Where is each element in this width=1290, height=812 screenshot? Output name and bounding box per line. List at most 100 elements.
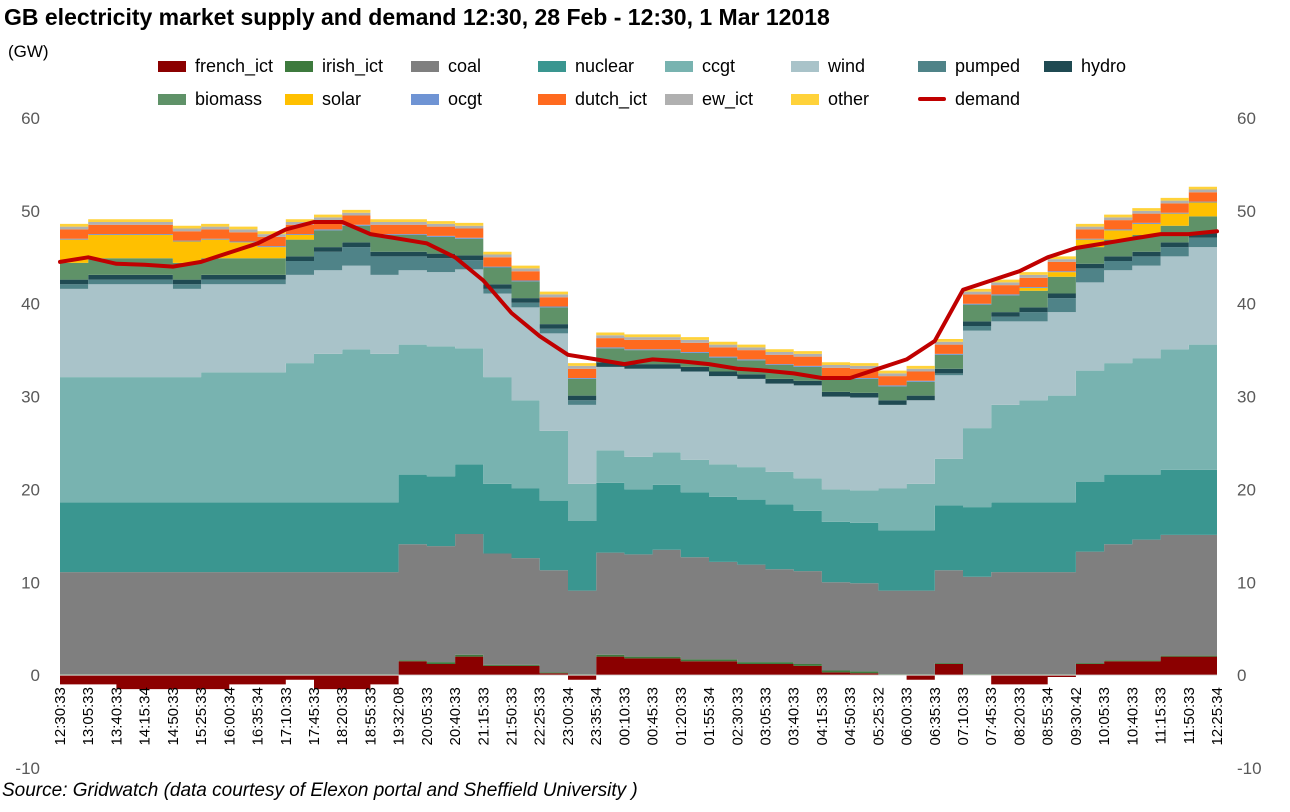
y-tick-right: 30	[1237, 388, 1256, 407]
legend-item-hydro: hydro	[1044, 55, 1126, 77]
series-ocgt-area	[60, 201, 1217, 387]
series-nuclear-area	[60, 464, 1217, 591]
x-tick-label: 22:25:33	[532, 687, 549, 745]
legend-swatch-biomass	[158, 93, 186, 105]
y-tick-right: -10	[1237, 759, 1262, 778]
y-tick-right: 60	[1237, 109, 1256, 128]
legend-swatch-hydro	[1044, 60, 1072, 72]
legend-swatch-solar	[285, 93, 313, 105]
legend-item-ccgt: ccgt	[665, 55, 735, 77]
legend-label-hydro: hydro	[1081, 55, 1127, 76]
y-tick-right: 20	[1237, 480, 1256, 499]
legend: french_ict irish_ict coal nuclear ccgt w…	[158, 55, 1138, 117]
legend-label-irish-ict: irish_ict	[322, 55, 384, 76]
y-tick-left: -10	[15, 759, 40, 778]
x-tick-label: 15:25:33	[193, 687, 210, 745]
legend-swatch-nuclear	[538, 60, 566, 72]
legend-label-nuclear: nuclear	[575, 55, 635, 76]
negative-stack-layer	[60, 675, 1217, 690]
x-tick-label: 09:30:42	[1068, 687, 1085, 745]
legend-item-coal: coal	[411, 55, 481, 77]
x-tick-label: 02:30:33	[729, 687, 746, 745]
legend-swatch-ccgt	[665, 60, 693, 72]
legend-swatch-pumped	[918, 60, 946, 72]
legend-label-ocgt: ocgt	[448, 88, 483, 109]
legend-label-wind: wind	[828, 55, 866, 76]
x-tick-label: 06:35:33	[927, 687, 944, 745]
legend-swatch-irish-ict	[285, 60, 313, 72]
x-tick-label: 11:15:33	[1153, 687, 1170, 744]
y-tick-left: 0	[31, 666, 40, 685]
legend-item-irish-ict: irish_ict	[285, 55, 383, 77]
demand-line-layer	[58, 220, 1219, 380]
chart-title: GB electricity market supply and demand …	[4, 4, 830, 30]
y-tick-right: 0	[1237, 666, 1246, 685]
x-tick-label: 12:25:34	[1209, 687, 1226, 745]
legend-item-dutch-ict: dutch_ict	[538, 88, 647, 110]
legend-label-demand: demand	[955, 88, 1021, 109]
x-tick-label: 10:40:33	[1124, 687, 1141, 745]
legend-label-french-ict: french_ict	[195, 55, 274, 76]
x-tick-label: 20:05:33	[419, 687, 436, 745]
series-ccgt-area	[60, 344, 1217, 531]
x-tick-label: 21:15:33	[475, 687, 492, 745]
x-tick-label: 07:45:33	[983, 687, 1000, 745]
x-tick-label: 00:45:33	[645, 687, 662, 745]
legend-label-ccgt: ccgt	[702, 55, 736, 76]
y-tick-left: 10	[21, 573, 40, 592]
legend-item-other: other	[791, 88, 869, 110]
series-french-ict-area	[60, 656, 1217, 676]
series-demand-line	[58, 220, 1219, 380]
x-tick-label: 14:15:34	[137, 687, 154, 745]
y-tick-left: 60	[21, 109, 40, 128]
legend-swatch-wind	[791, 60, 819, 72]
x-tick-label: 01:55:34	[701, 687, 718, 745]
legend-line-demand	[918, 97, 946, 101]
y-tick-right: 10	[1237, 573, 1256, 592]
x-tick-label: 00:10:33	[616, 687, 633, 745]
y-tick-left: 20	[21, 480, 40, 499]
x-tick-label: 19:32:08	[391, 687, 408, 745]
legend-swatch-other	[791, 93, 819, 105]
x-tick-label: 04:50:33	[842, 687, 859, 745]
legend-label-biomass: biomass	[195, 88, 263, 109]
legend-label-other: other	[828, 88, 870, 109]
x-tick-label: 08:20:33	[1012, 687, 1029, 745]
x-tick-label: 18:55:33	[362, 687, 379, 745]
y-tick-right: 50	[1237, 202, 1256, 221]
axes-layer: -10 -10 0 0 10 10 20 20 30 30 40 40 50 50 60 60 12:30:33…	[15, 109, 1261, 778]
x-tick-label: 23:00:34	[560, 687, 577, 745]
y-axis-unit: (GW)	[8, 42, 49, 61]
x-tick-label: 20:40:33	[447, 687, 464, 745]
x-tick-label: 06:00:33	[899, 687, 916, 745]
series-ew-ict-area	[60, 189, 1217, 377]
legend-label-solar: solar	[322, 88, 362, 109]
series-other-area	[60, 186, 1217, 374]
x-tick-label: 01:20:33	[673, 687, 690, 745]
legend-label-dutch-ict: dutch_ict	[575, 88, 648, 109]
x-tick-label: 13:05:33	[80, 687, 97, 745]
legend-label-ew-ict: ew_ict	[702, 88, 754, 109]
legend-swatch-french-ict	[158, 60, 186, 72]
x-tick-label: 05:25:32	[870, 687, 887, 745]
legend-item-french-ict: french_ict	[158, 55, 273, 77]
legend-swatch-ocgt	[411, 93, 439, 105]
x-tick-label: 17:45:33	[306, 687, 323, 745]
legend-item-ocgt: ocgt	[411, 88, 482, 110]
x-tick-label: 11:50:33	[1181, 687, 1198, 744]
series-dutch-ict-area	[60, 192, 1217, 386]
x-tick-label: 16:00:34	[221, 687, 238, 745]
legend-item-nuclear: nuclear	[538, 55, 634, 77]
x-tick-label: 07:10:33	[955, 687, 972, 745]
source-note: Source: Gridwatch (data courtesy of Elex…	[2, 780, 638, 801]
series-french-ict-import-area	[60, 675, 1217, 690]
series-wind-area	[60, 247, 1217, 491]
x-tick-label: 13:40:33	[108, 687, 125, 745]
legend-label-coal: coal	[448, 55, 482, 76]
x-tick-label: 10:05:33	[1096, 687, 1113, 745]
x-tick-label: 12:30:33	[52, 687, 69, 745]
legend-item-wind: wind	[791, 55, 865, 77]
y-tick-left: 30	[21, 388, 40, 407]
x-tick-label: 08:55:34	[1040, 687, 1057, 745]
